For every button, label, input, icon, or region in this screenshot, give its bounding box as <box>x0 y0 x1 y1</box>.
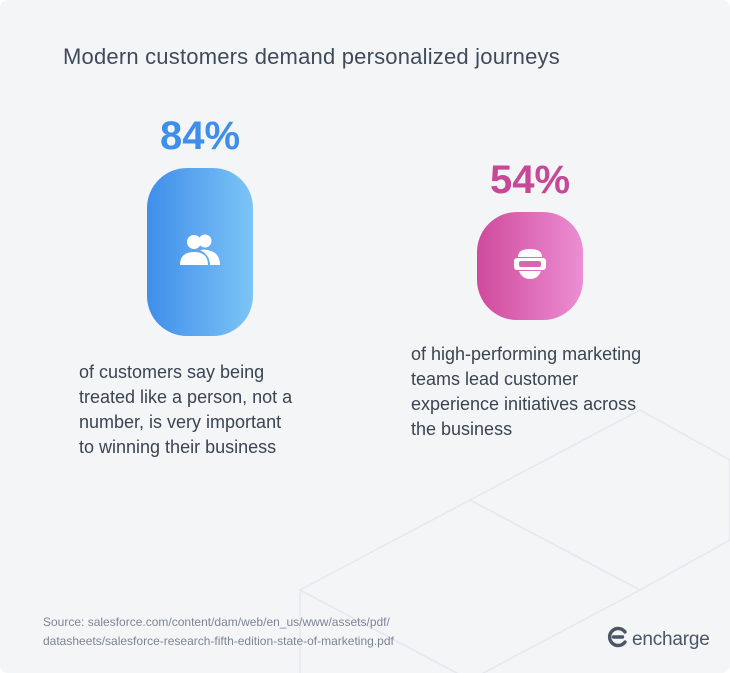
encharge-logo-icon <box>607 626 629 653</box>
desc-line: number, is very important <box>79 412 282 432</box>
desc-line: the business <box>411 419 513 439</box>
vr-headset-icon <box>510 247 550 286</box>
desc-line: experience initiatives across <box>411 394 637 414</box>
desc-line: of customers say being <box>79 362 265 382</box>
bar-pill-customers <box>147 168 253 336</box>
source-line: Source: salesforce.com/content/dam/web/e… <box>43 615 390 629</box>
logo-text: encharge <box>632 628 710 650</box>
desc-line: of high-performing marketing <box>411 344 642 364</box>
stat-description-customers: of customers say being treated like a pe… <box>79 360 292 460</box>
chart-title: Modern customers demand personalized jou… <box>63 44 560 69</box>
users-icon <box>178 232 222 273</box>
stat-value-84: 84% <box>159 114 241 158</box>
source-line: datasheets/salesforce-research-fifth-edi… <box>43 634 394 648</box>
encharge-logo: encharge <box>607 626 710 653</box>
desc-line: teams lead customer <box>411 369 579 389</box>
bar-pill-marketing-teams <box>477 212 583 320</box>
source-citation: Source: salesforce.com/content/dam/web/e… <box>43 613 394 651</box>
stat-description-marketing-teams: of high-performing marketing teams lead … <box>411 342 641 442</box>
desc-line: to winning their business <box>79 437 277 457</box>
stat-value-54: 54% <box>489 158 571 202</box>
desc-line: treated like a person, not a <box>79 387 293 407</box>
